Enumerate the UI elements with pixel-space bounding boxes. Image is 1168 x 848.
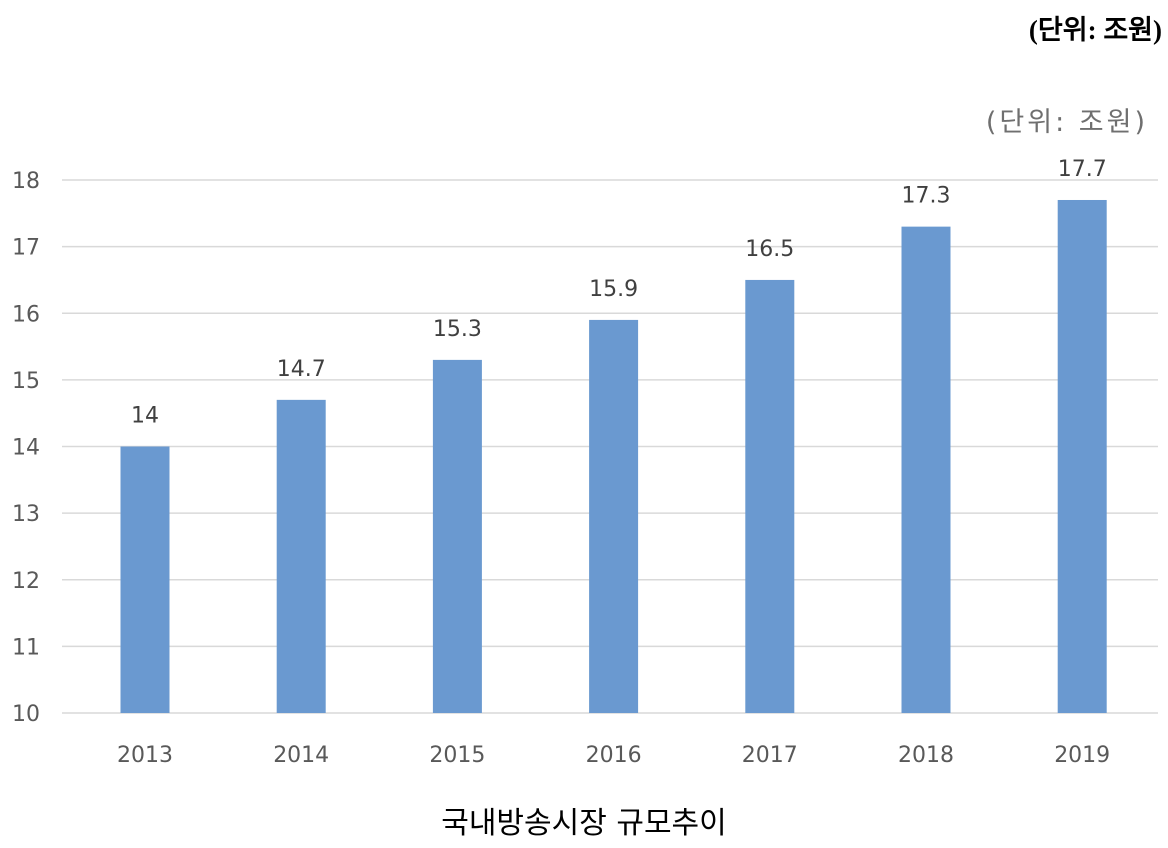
unit-note-top: (단위: 조원) xyxy=(1028,15,1162,45)
y-tick-label: 15 xyxy=(12,369,40,394)
data-labels: 14 14.7 15.3 15.9 16.5 17.3 17.7 xyxy=(131,157,1107,429)
data-label: 17.3 xyxy=(902,184,951,209)
x-tick-label: 2014 xyxy=(273,743,329,768)
x-tick-label: 2016 xyxy=(586,743,642,768)
y-tick-label: 18 xyxy=(12,169,40,194)
data-label: 14 xyxy=(131,404,159,429)
data-label: 17.7 xyxy=(1058,157,1107,182)
x-tick-label: 2017 xyxy=(742,743,798,768)
data-label: 15.3 xyxy=(433,317,482,342)
bar xyxy=(276,399,326,713)
data-label: 15.9 xyxy=(589,277,638,302)
y-axis-tick-labels: 10 11 12 13 14 15 16 17 18 xyxy=(12,169,40,727)
x-tick-label: 2019 xyxy=(1054,743,1110,768)
y-tick-label: 11 xyxy=(12,635,40,660)
bars xyxy=(120,199,1107,714)
bar xyxy=(589,319,639,713)
y-tick-label: 13 xyxy=(12,502,40,527)
y-tick-label: 17 xyxy=(12,236,40,261)
bar xyxy=(1057,199,1107,714)
unit-note-chart: (단위: 조원) xyxy=(985,107,1148,138)
y-tick-label: 14 xyxy=(12,436,40,461)
y-tick-label: 10 xyxy=(12,702,40,727)
bar xyxy=(901,226,951,713)
y-tick-label: 16 xyxy=(12,302,40,327)
bar xyxy=(745,279,795,713)
bar xyxy=(432,359,482,713)
bar xyxy=(120,446,170,713)
data-label: 16.5 xyxy=(745,237,794,262)
x-tick-label: 2015 xyxy=(429,743,485,768)
chart-caption: 국내방송시장 규모추이 xyxy=(441,806,727,841)
x-tick-label: 2018 xyxy=(898,743,954,768)
y-tick-label: 12 xyxy=(12,569,40,594)
x-tick-label: 2013 xyxy=(117,743,173,768)
x-axis-tick-labels: 2013 2014 2015 2016 2017 2018 2019 xyxy=(117,743,1110,768)
data-label: 14.7 xyxy=(277,357,326,382)
